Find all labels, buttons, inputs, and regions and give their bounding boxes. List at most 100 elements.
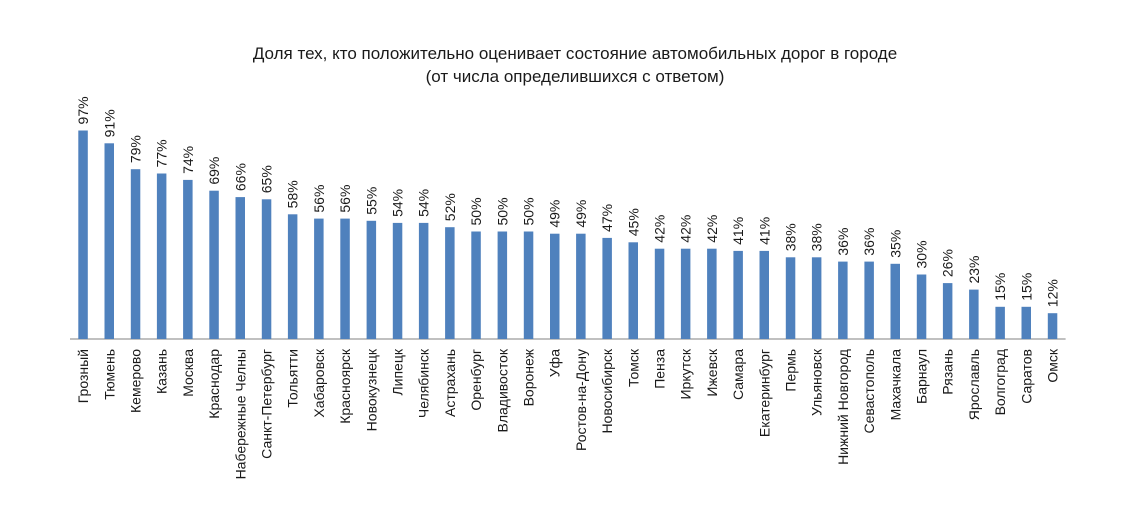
data-label: 38% xyxy=(783,223,799,251)
category-label: Липецк xyxy=(390,348,406,395)
category-label: Иркутск xyxy=(678,348,694,399)
category-label: Грозный xyxy=(75,349,91,403)
data-label: 38% xyxy=(809,223,825,251)
data-label: 97% xyxy=(75,96,91,124)
data-label: 35% xyxy=(887,230,903,258)
bar xyxy=(497,231,508,339)
category-label: Челябинск xyxy=(416,348,432,418)
data-label: 47% xyxy=(599,204,615,232)
category-label: Уфа xyxy=(547,349,563,377)
bar xyxy=(287,214,298,339)
bar xyxy=(654,248,665,339)
data-label: 49% xyxy=(547,200,563,228)
category-label: Нижний Новгород xyxy=(835,349,851,465)
category-label: Москва xyxy=(180,349,196,397)
chart-subtitle: (от числа определившихся с ответом) xyxy=(425,67,725,86)
bar xyxy=(523,231,534,339)
bar xyxy=(733,250,743,339)
bar xyxy=(838,261,848,339)
bar xyxy=(680,248,691,339)
category-label: Новосибирск xyxy=(599,348,615,433)
bar xyxy=(445,227,455,339)
data-label: 50% xyxy=(521,197,537,225)
category-label: Хабаровск xyxy=(311,348,327,417)
category-label: Астрахань xyxy=(442,349,458,417)
category-label: Кемерово xyxy=(128,349,144,413)
category-label: Пенза xyxy=(652,349,668,389)
data-label: 54% xyxy=(416,189,432,217)
data-label: 15% xyxy=(992,273,1008,301)
category-label: Самара xyxy=(730,349,746,400)
data-label: 23% xyxy=(966,256,982,284)
category-label: Пермь xyxy=(783,349,799,392)
category-label: Ростов-на-Дону xyxy=(573,349,589,451)
category-label: Санкт-Петербург xyxy=(259,349,275,459)
bar xyxy=(942,283,953,339)
category-label: Саратов xyxy=(1018,349,1034,404)
bar xyxy=(235,197,245,339)
data-label: 77% xyxy=(154,139,170,167)
bar xyxy=(471,231,481,339)
bar xyxy=(995,306,1005,340)
bar xyxy=(156,173,167,339)
bar xyxy=(628,242,638,340)
data-label: 45% xyxy=(625,208,641,236)
bar xyxy=(78,130,88,339)
data-label: 41% xyxy=(756,217,772,245)
category-label: Махачкала xyxy=(887,349,903,421)
data-label: 26% xyxy=(940,249,956,277)
bar xyxy=(209,190,219,339)
bar xyxy=(550,233,560,339)
data-label: 41% xyxy=(730,217,746,245)
data-label: 42% xyxy=(652,215,668,243)
data-label: 91% xyxy=(101,109,117,137)
category-label: Тольятти xyxy=(285,349,301,408)
bar xyxy=(890,263,900,340)
data-label: 55% xyxy=(363,187,379,215)
category-label: Омск xyxy=(1045,348,1061,383)
data-label: 52% xyxy=(442,193,458,221)
data-label: 50% xyxy=(468,197,484,225)
bar xyxy=(1021,306,1031,340)
bar xyxy=(183,179,193,339)
bar xyxy=(392,222,403,339)
category-label: Ярославль xyxy=(966,349,982,420)
bar xyxy=(576,233,586,339)
data-label: 56% xyxy=(337,185,353,213)
bar xyxy=(602,237,612,339)
data-label: 30% xyxy=(914,240,930,268)
category-label: Ижевск xyxy=(704,348,720,396)
category-label: Оренбург xyxy=(468,349,484,411)
data-label: 42% xyxy=(678,215,694,243)
bar xyxy=(418,222,429,339)
category-label: Ульяновск xyxy=(809,348,825,416)
bar xyxy=(314,218,324,339)
data-label: 15% xyxy=(1018,273,1034,301)
category-label: Рязань xyxy=(940,349,956,395)
data-label: 42% xyxy=(704,215,720,243)
data-label: 50% xyxy=(494,197,510,225)
category-label: Казань xyxy=(154,349,170,394)
data-label: 36% xyxy=(861,228,877,256)
data-label: 56% xyxy=(311,185,327,213)
chart-title: Доля тех, кто положительно оценивает сос… xyxy=(252,44,898,63)
data-label: 36% xyxy=(835,228,851,256)
data-label: 79% xyxy=(128,135,144,163)
data-label: 12% xyxy=(1045,279,1061,307)
bar xyxy=(811,257,822,339)
category-label: Волгоград xyxy=(992,349,1008,415)
bar xyxy=(261,199,272,340)
category-label: Севастополь xyxy=(861,349,877,434)
bar xyxy=(366,220,377,340)
bar xyxy=(969,289,979,339)
category-label: Владивосток xyxy=(494,348,510,432)
bar xyxy=(1047,313,1058,339)
bar xyxy=(759,250,769,339)
data-label: 49% xyxy=(573,200,589,228)
category-label: Томск xyxy=(625,348,641,387)
data-label: 65% xyxy=(259,165,275,193)
category-label: Тюмень xyxy=(101,349,117,400)
data-label: 54% xyxy=(390,189,406,217)
category-label: Воронеж xyxy=(521,348,537,406)
